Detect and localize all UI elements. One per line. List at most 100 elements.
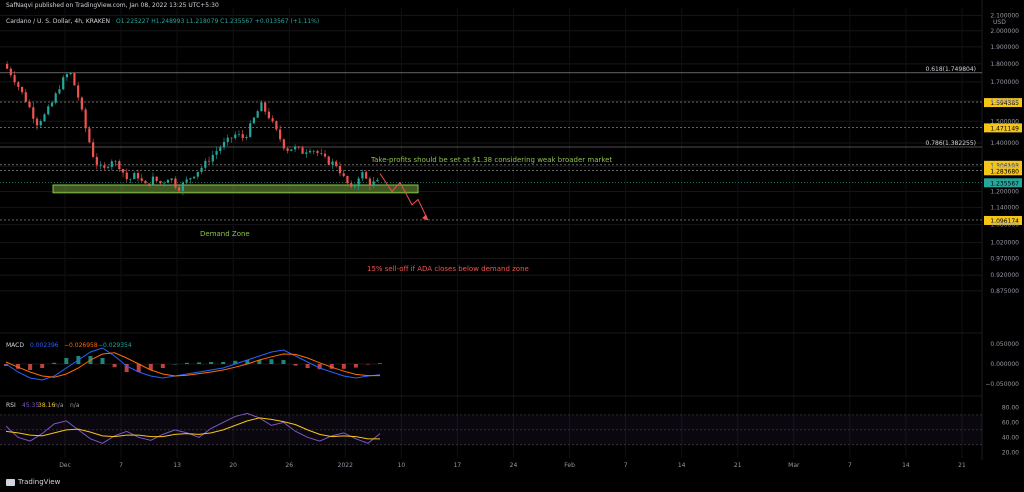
price-tick-label: 1.020000 bbox=[990, 240, 1019, 247]
candle-body bbox=[327, 156, 330, 165]
macd-histogram-bar bbox=[293, 364, 298, 366]
price-badge bbox=[984, 98, 1022, 108]
candle-body bbox=[114, 161, 117, 162]
candle-body bbox=[43, 114, 46, 122]
candle-body bbox=[148, 183, 151, 185]
macd-histogram-bar bbox=[197, 362, 202, 364]
macd-histogram-bar bbox=[378, 363, 382, 364]
macd-histogram-bar bbox=[245, 360, 250, 364]
time-tick-label: 2022 bbox=[338, 462, 353, 469]
candle-body bbox=[196, 171, 199, 177]
candle-body bbox=[54, 93, 57, 103]
price-axis[interactable]: 2.100000 2.000000 1.900000 1.800000 1.700000… bbox=[990, 12, 1019, 294]
macd-histogram-bar bbox=[124, 364, 129, 372]
price-tick-label: 2.000000 bbox=[990, 28, 1019, 35]
macd-histogram-bar bbox=[40, 364, 45, 368]
macd-histogram-bar bbox=[365, 364, 370, 365]
candle-body bbox=[200, 167, 203, 172]
candle-body bbox=[133, 173, 136, 180]
rsi-value: n/a bbox=[70, 402, 80, 409]
price-badge bbox=[984, 160, 1022, 170]
candle-body bbox=[118, 161, 121, 170]
demand-zone-label: Demand Zone bbox=[200, 230, 250, 238]
candle-body bbox=[163, 182, 166, 184]
candle-body bbox=[335, 161, 338, 167]
candle-body bbox=[73, 72, 76, 86]
candle-body bbox=[92, 142, 95, 158]
macd-histogram-bar bbox=[64, 358, 69, 364]
candle-body bbox=[346, 176, 349, 184]
macd-histogram-bar bbox=[52, 362, 57, 364]
macd-histogram-bar bbox=[233, 360, 238, 364]
candle-body bbox=[9, 68, 12, 76]
macd-tick-label: 0.000000 bbox=[990, 361, 1019, 368]
rsi-value: 38.16 bbox=[38, 402, 55, 409]
candle-body bbox=[323, 153, 327, 157]
macd-value: −0.029354 bbox=[98, 342, 132, 349]
candle-body bbox=[136, 173, 140, 179]
candle-body bbox=[174, 178, 177, 188]
last-price-label: 1.235567 bbox=[990, 180, 1019, 187]
candle-body bbox=[245, 136, 248, 138]
candle-body bbox=[361, 172, 364, 179]
rsi-ma-line bbox=[5, 417, 380, 440]
price-tick-label: 1.900000 bbox=[990, 44, 1019, 51]
candle-body bbox=[260, 102, 263, 112]
price-badge-label: 1.471149 bbox=[990, 125, 1019, 132]
last-price-badge bbox=[984, 178, 1022, 188]
time-tick-label: 13 bbox=[173, 462, 181, 469]
candle-body bbox=[65, 74, 69, 78]
time-axis[interactable]: Dec 7 13 20 26 2022 10 17 24 Feb 7 14 21 Mar 7 14 21 bbox=[59, 462, 966, 469]
time-tick-label: 26 bbox=[285, 462, 293, 469]
price-tick-label: 1.800000 bbox=[990, 61, 1019, 68]
candle-body bbox=[350, 183, 353, 187]
time-tick-label: Dec bbox=[59, 462, 71, 469]
rsi-line bbox=[5, 412, 381, 444]
candle-body bbox=[125, 172, 128, 180]
price-badge bbox=[984, 166, 1022, 176]
candle-body bbox=[181, 182, 184, 191]
demand-zone[interactable]: Demand Zone bbox=[52, 184, 419, 238]
candle-body bbox=[215, 150, 218, 155]
candle-body bbox=[103, 165, 106, 168]
price-tick-label: 0.970000 bbox=[990, 255, 1019, 262]
time-tick-label: 17 bbox=[454, 462, 462, 469]
candle-body bbox=[170, 178, 173, 180]
candle-body bbox=[204, 160, 207, 168]
price-tick-label: 1.140000 bbox=[990, 205, 1019, 212]
rsi-band bbox=[0, 414, 982, 445]
macd-histogram-bar bbox=[281, 360, 286, 364]
candle-body bbox=[219, 147, 222, 151]
candle-body bbox=[50, 102, 54, 107]
candle-body bbox=[279, 129, 282, 140]
candle-body bbox=[226, 137, 229, 142]
macd-histogram-bar bbox=[4, 364, 8, 366]
macd-histogram-bar bbox=[317, 364, 322, 370]
macd-histogram-bar bbox=[160, 364, 165, 368]
candle-body bbox=[222, 141, 226, 148]
publish-info: SafNaqvi published on TradingView.com, J… bbox=[6, 2, 219, 9]
candle-body bbox=[62, 77, 65, 90]
candle-body bbox=[39, 121, 42, 126]
macd-histogram-bar bbox=[209, 362, 214, 364]
candle-body bbox=[293, 146, 297, 150]
macd-histogram-bar bbox=[112, 364, 117, 368]
candle-body bbox=[353, 186, 357, 187]
rsi-tick-label: 20.00 bbox=[1002, 449, 1019, 456]
macd-histogram-bar bbox=[257, 360, 262, 364]
candle-body bbox=[230, 137, 233, 139]
candle-body bbox=[35, 118, 39, 126]
macd-histogram-bar bbox=[184, 362, 189, 364]
tradingview-brand[interactable]: TradingView bbox=[6, 478, 60, 486]
candle-body bbox=[237, 134, 241, 135]
candle-body bbox=[368, 178, 371, 186]
symbol-name: Cardano / U. S. Dollar, 4h, KRAKEN bbox=[6, 18, 111, 25]
candle-body bbox=[69, 72, 72, 75]
candle-body bbox=[207, 160, 211, 162]
candle-body bbox=[88, 128, 91, 143]
time-tick-label: 21 bbox=[734, 462, 742, 469]
tradingview-logo-icon bbox=[6, 478, 15, 486]
candle-body bbox=[271, 118, 274, 122]
brand-label: TradingView bbox=[18, 478, 61, 486]
